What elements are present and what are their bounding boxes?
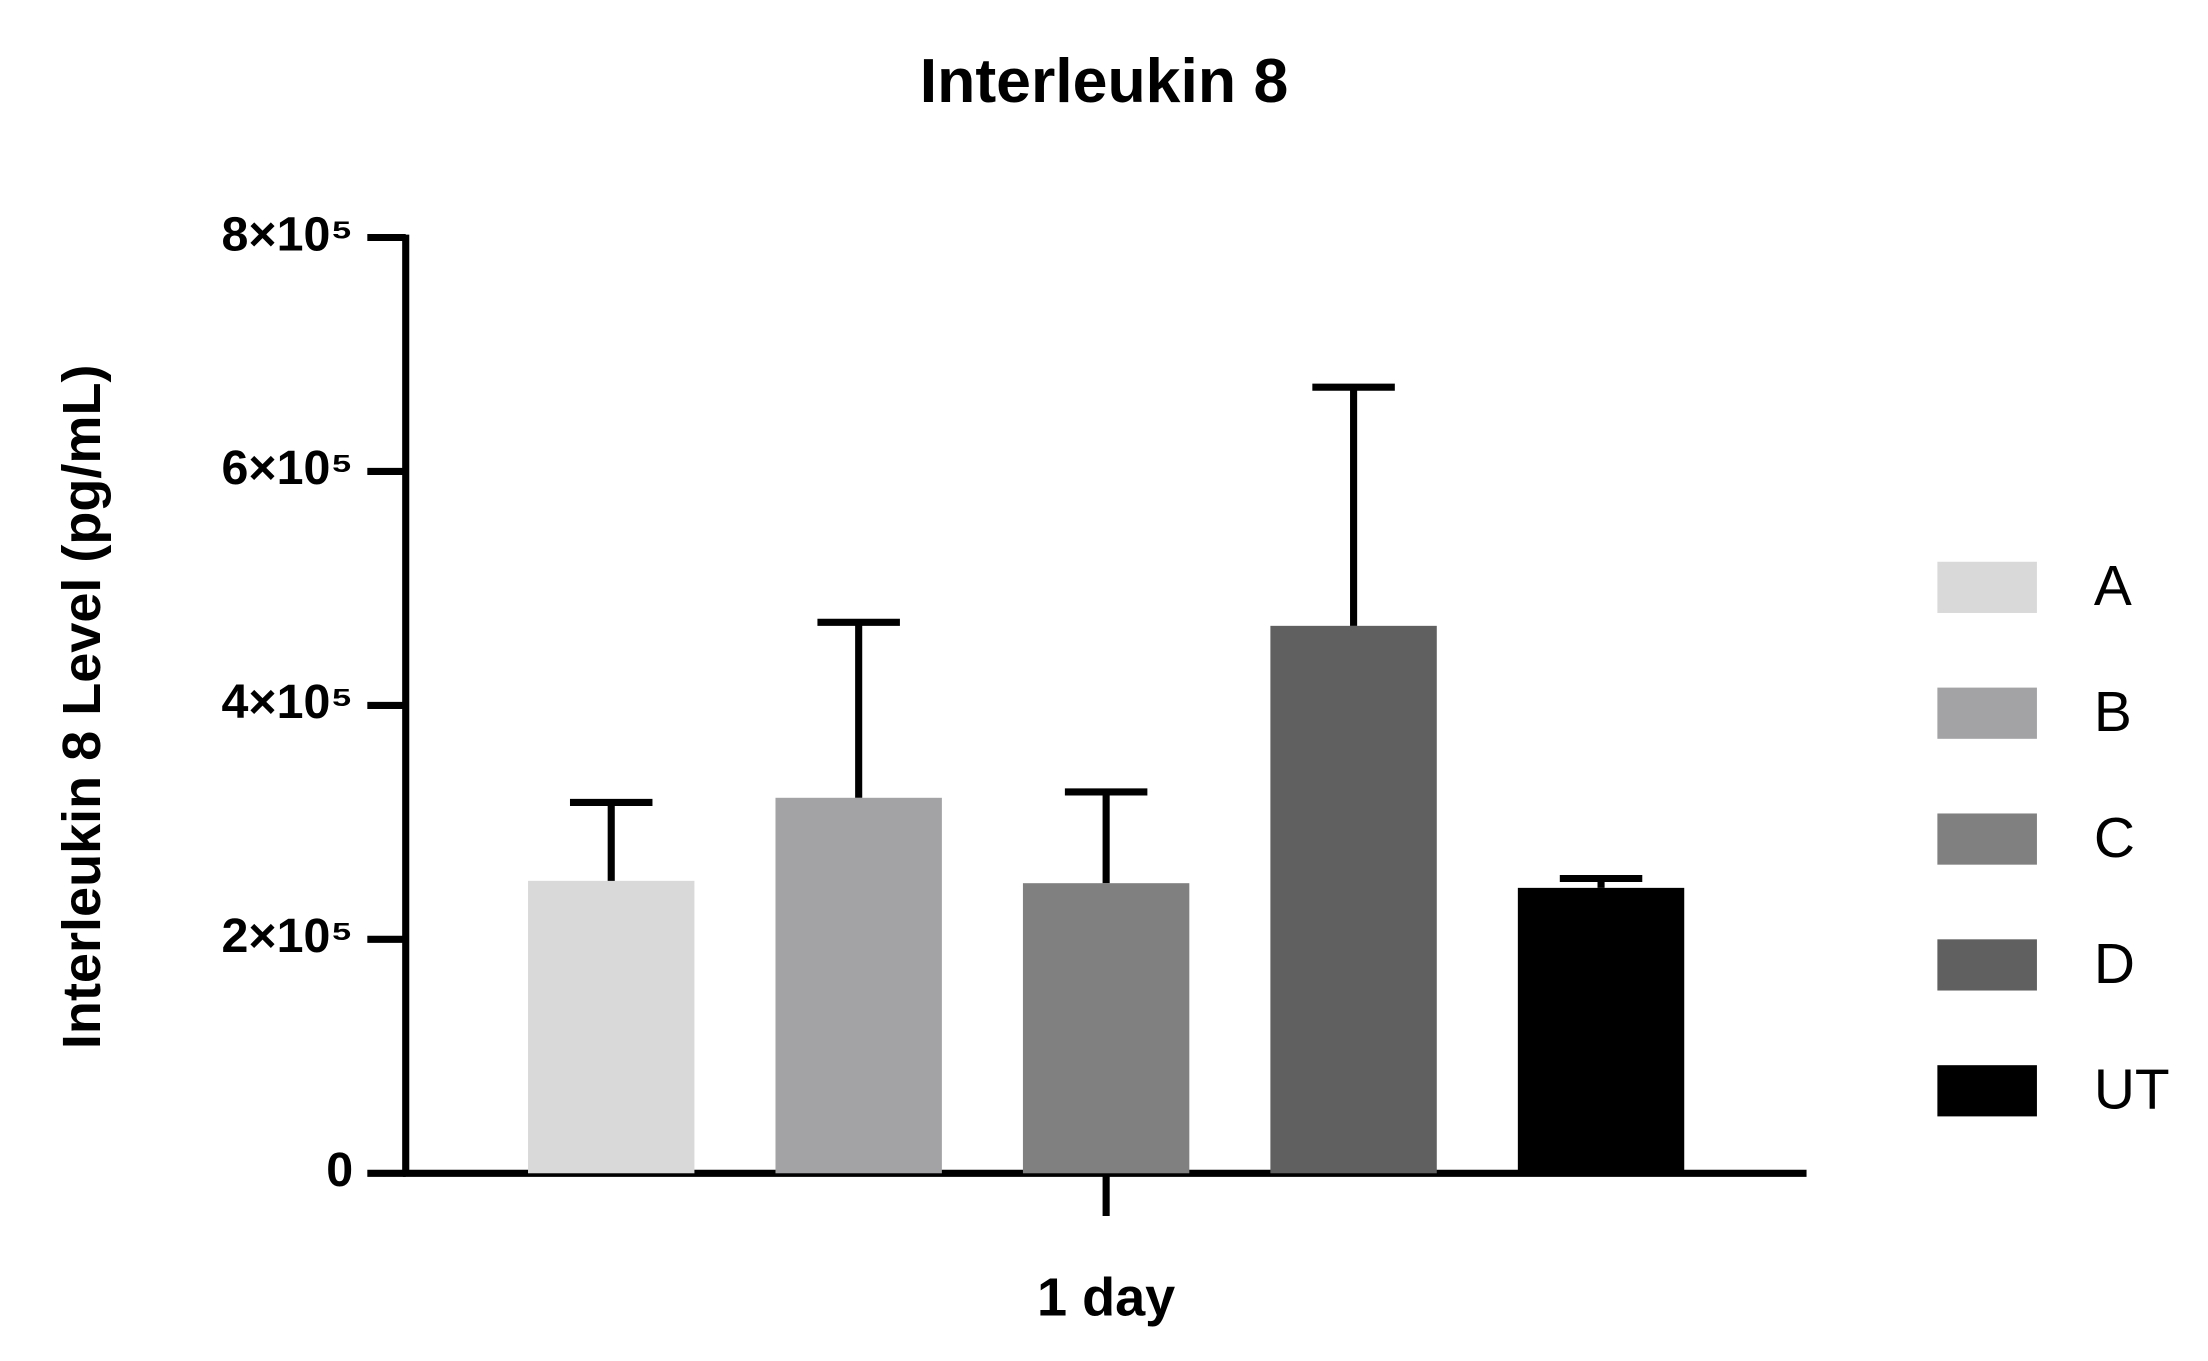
legend-label: D [2094,933,2135,996]
legend-swatch [1937,813,2037,865]
legend-swatch [1937,1065,2037,1117]
bar [1517,887,1685,1174]
legend-swatch [1937,561,2037,613]
legend-swatch [1937,939,2037,991]
legend-label: B [2094,681,2132,744]
y-tick-label: 0 [326,1143,353,1197]
bar [1022,883,1190,1174]
legend-label: C [2094,807,2135,870]
y-tick-label: 6×10⁵ [221,441,353,495]
y-axis-label: Interleukin 8 Level (pg/mL) [52,365,112,1050]
legend-swatch [1937,687,2037,739]
x-tick-label: 1 day [1037,1268,1175,1328]
y-tick-label: 2×10⁵ [221,909,353,963]
bar [528,880,695,1174]
y-tick-label: 8×10⁵ [221,207,353,261]
legend-label: UT [2094,1059,2170,1122]
chart-title: Interleukin 8 [920,46,1289,116]
bar [775,797,942,1174]
legend-label: A [2094,555,2132,618]
y-tick-label: 4×10⁵ [221,675,353,729]
bar [1270,625,1437,1174]
